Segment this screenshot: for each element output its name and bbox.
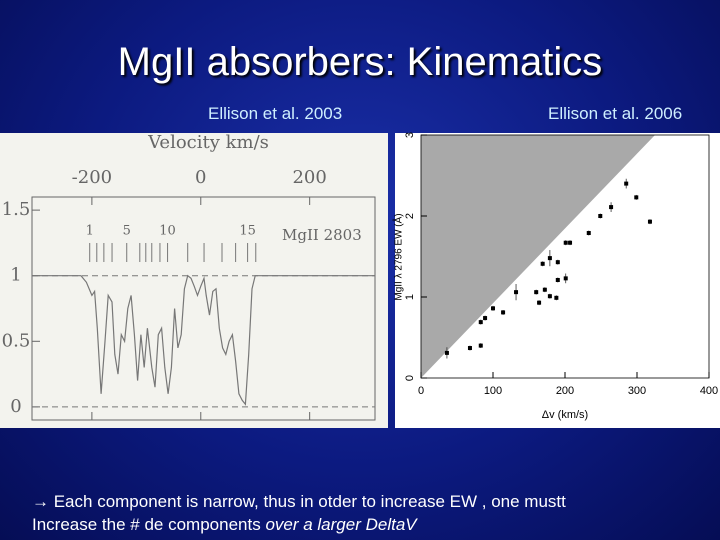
point: [563, 240, 568, 245]
y-tick-label: 0: [404, 375, 416, 381]
x-axis-title: Velocity km/s: [147, 132, 269, 153]
footer-text: Increase the # de components: [32, 515, 261, 534]
point: [467, 346, 472, 351]
point: [478, 343, 483, 348]
y-tick-label: 1.5: [2, 199, 31, 220]
x-tick-label: 200: [556, 385, 574, 397]
point: [554, 295, 559, 300]
point: [542, 287, 547, 292]
spectrum-line: [32, 274, 375, 406]
x-tick-label: 0: [195, 167, 206, 188]
point: [634, 195, 639, 200]
shaded-region: [421, 135, 655, 378]
point: [534, 290, 539, 295]
y-tick-label: 3: [404, 132, 416, 138]
point: [540, 261, 545, 266]
x-tick-label: 200: [292, 167, 326, 188]
x-axis-label: Δv (km/s): [542, 409, 588, 421]
footer-line: Increase the # de components over a larg…: [32, 515, 417, 535]
annotation: MgII 2803: [282, 226, 362, 244]
point: [547, 294, 552, 299]
slide-title: MgII absorbers: Kinematics: [117, 40, 603, 84]
x-tick-label: 0: [418, 385, 424, 397]
x-tick-label: -200: [72, 167, 112, 188]
point: [491, 306, 495, 311]
x-tick-label: 100: [484, 385, 502, 397]
point: [555, 260, 560, 265]
point: [647, 219, 652, 224]
point: [444, 350, 449, 355]
point: [501, 310, 506, 315]
point: [555, 277, 560, 282]
point: [624, 181, 629, 186]
y-tick-label: 0: [10, 396, 21, 417]
y-tick-label: 1: [404, 294, 416, 300]
caption: Ellison et al. 2006: [548, 104, 683, 123]
footer-line: → Each component is narrow, thus in otde…: [32, 492, 566, 511]
x-tick-label: 400: [700, 385, 718, 397]
component-label: 1: [86, 224, 94, 239]
point: [598, 214, 603, 218]
point: [478, 320, 483, 325]
footer-emphasis: over a larger DeltaV: [265, 515, 417, 534]
point: [568, 240, 573, 245]
y-tick-label: 2: [404, 213, 416, 219]
point: [483, 316, 488, 321]
point: [514, 290, 519, 295]
caption: Ellison et al. 2003: [208, 104, 343, 123]
point: [563, 276, 568, 281]
plot-frame: [31, 196, 376, 421]
component-label: 15: [239, 224, 256, 239]
component-label: 10: [159, 224, 176, 239]
point: [609, 205, 614, 210]
point: [586, 231, 591, 236]
component-label: 5: [123, 224, 131, 239]
y-tick-label: 1: [10, 265, 21, 286]
y-axis-label: MgII λ 2796 EW (Å): [392, 213, 405, 300]
point: [547, 256, 552, 261]
panel: [0, 133, 388, 428]
x-tick-label: 300: [628, 385, 646, 397]
y-tick-label: 0.5: [2, 330, 31, 351]
point: [537, 300, 542, 305]
